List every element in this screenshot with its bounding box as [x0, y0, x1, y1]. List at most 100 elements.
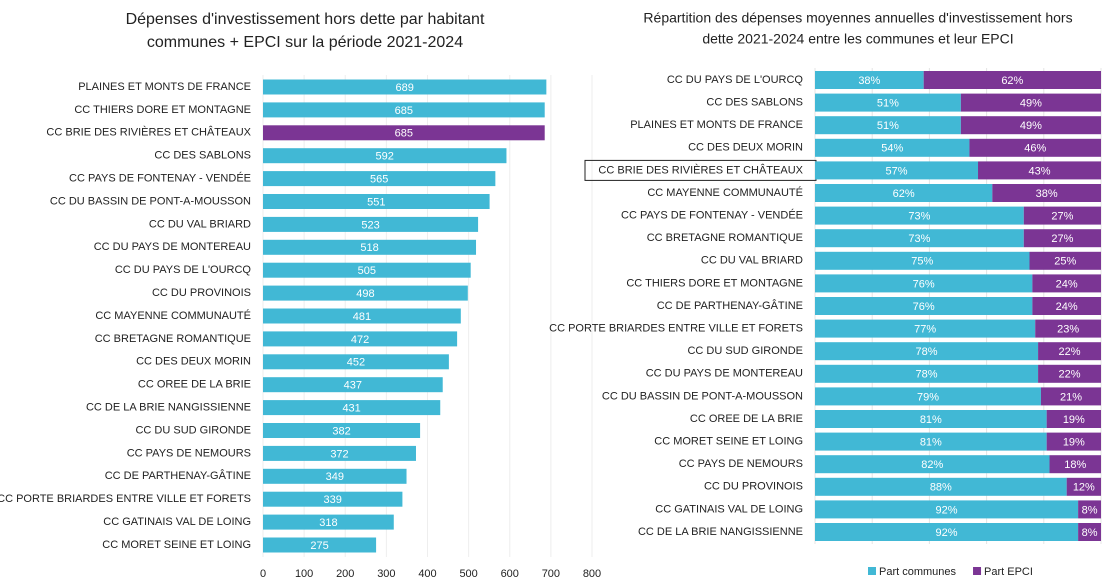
category-label: CC DU BASSIN DE PONT-A-MOUSSON: [50, 195, 251, 207]
data-label: 81%: [920, 437, 942, 449]
category-label: CC DU PROVINOIS: [152, 287, 251, 299]
bar-segment: [815, 342, 1039, 361]
category-label: CC PAYS DE FONTENAY - VENDÉE: [69, 172, 251, 185]
bar-segment: [978, 161, 1101, 180]
data-label: 81%: [920, 414, 942, 426]
x-tick-label: 400: [418, 568, 436, 578]
bar-segment: [815, 455, 1050, 474]
data-label: 62%: [893, 188, 915, 200]
data-label: 472: [351, 334, 369, 346]
data-label: 22%: [1059, 346, 1081, 358]
bar-segment: [1066, 477, 1101, 496]
data-label: 82%: [921, 459, 943, 471]
chart-title: dette 2021-2024 entre les communes et le…: [702, 31, 1013, 47]
category-label: CC BRIE DES RIVIÈRES ET CHÂTEAUX: [598, 163, 803, 176]
bar-segment: [815, 116, 961, 135]
chart-title: Dépenses d'investissement hors dette par…: [126, 11, 485, 28]
data-label: 318: [319, 517, 337, 529]
data-label: 19%: [1063, 437, 1085, 449]
category-label: CC GATINAIS VAL DE LOING: [655, 503, 803, 515]
data-label: 38%: [1036, 188, 1058, 200]
bar: [263, 308, 461, 324]
data-label: 78%: [916, 346, 938, 358]
bar-segment: [815, 251, 1030, 270]
bar: [263, 354, 449, 370]
bar: [263, 423, 421, 438]
data-label: 481: [353, 311, 371, 323]
category-label: CC DES DEUX MORIN: [136, 356, 251, 368]
legend-swatch: [868, 567, 876, 575]
data-label: 339: [324, 494, 342, 506]
category-label: CC PAYS DE FONTENAY - VENDÉE: [621, 209, 803, 222]
bar-segment: [815, 184, 993, 202]
data-label: 19%: [1063, 414, 1085, 426]
data-label: 523: [361, 219, 379, 231]
bar-segment: [1038, 364, 1101, 383]
bar: [263, 400, 441, 416]
data-label: 88%: [930, 482, 952, 494]
data-label: 54%: [881, 143, 903, 155]
data-label: 43%: [1028, 165, 1050, 177]
bar: [263, 285, 468, 301]
data-label: 57%: [885, 165, 907, 177]
category-label: CC DE PARTHENAY-GÂTINE: [105, 469, 251, 482]
category-label: CC DU VAL BRIARD: [149, 218, 251, 230]
category-label: CC DE PARTHENAY-GÂTINE: [657, 299, 803, 312]
bar: [263, 445, 416, 461]
category-label: CC MORET SEINE ET LOING: [654, 436, 803, 448]
data-label: 49%: [1020, 98, 1042, 110]
category-label: CC PAYS DE NEMOURS: [127, 447, 251, 459]
data-label: 27%: [1051, 211, 1073, 223]
bar-segment: [815, 161, 979, 180]
data-label: 437: [344, 380, 362, 392]
category-label: CC DE LA BRIE NANGISSIENNE: [638, 526, 803, 538]
category-label: CC GATINAIS VAL DE LOING: [103, 516, 251, 528]
bar-segment: [815, 500, 1079, 519]
data-label: 62%: [1001, 75, 1023, 87]
bar-segment: [815, 432, 1047, 451]
bar-segment: [923, 71, 1101, 89]
data-label: 431: [342, 403, 360, 415]
x-tick-label: 0: [260, 568, 266, 578]
bar-segment: [1032, 297, 1101, 315]
category-label: CC DES SABLONS: [154, 150, 251, 162]
bar: [263, 514, 394, 530]
data-label: 92%: [936, 504, 958, 516]
bar-segment: [815, 523, 1079, 541]
bar-segment: [1078, 523, 1101, 541]
category-label: CC OREE DE LA BRIE: [690, 413, 803, 425]
data-label: 382: [332, 425, 350, 437]
bar-segment: [1023, 229, 1101, 248]
bar: [263, 468, 407, 484]
bar-segment: [815, 477, 1067, 496]
category-label: CC DU SUD GIRONDE: [135, 424, 251, 436]
category-label: CC PORTE BRIARDES ENTRE VILLE ET FORETS: [0, 493, 251, 505]
bar: [263, 537, 377, 553]
bar-segment: [815, 138, 970, 157]
bar-segment: [815, 71, 924, 89]
data-label: 8%: [1082, 504, 1098, 516]
category-label: PLAINES ET MONTS DE FRANCE: [78, 81, 251, 93]
category-label: PLAINES ET MONTS DE FRANCE: [630, 119, 803, 131]
x-tick-label: 300: [377, 568, 395, 578]
category-label: CC DU PAYS DE MONTEREAU: [646, 368, 803, 380]
bar: [263, 377, 443, 393]
category-label: CC MAYENNE COMMUNAUTÉ: [647, 186, 803, 199]
bar-segment: [1029, 251, 1101, 270]
data-label: 349: [326, 471, 344, 483]
bar: [263, 194, 490, 209]
bar-segment: [992, 184, 1101, 202]
bar-segment: [815, 364, 1039, 383]
bar-segment: [960, 93, 1101, 112]
bar-segment: [815, 206, 1024, 225]
bar-segment: [1023, 206, 1101, 225]
data-label: 24%: [1056, 301, 1078, 313]
bar-segment: [1046, 410, 1101, 428]
data-label: 76%: [913, 301, 935, 313]
category-label: CC DU PAYS DE L'OURCQ: [667, 74, 804, 86]
data-label: 592: [376, 151, 394, 163]
bar-segment: [815, 229, 1024, 248]
bar-segment: [815, 387, 1041, 406]
data-label: 38%: [858, 75, 880, 87]
data-label: 75%: [911, 256, 933, 268]
